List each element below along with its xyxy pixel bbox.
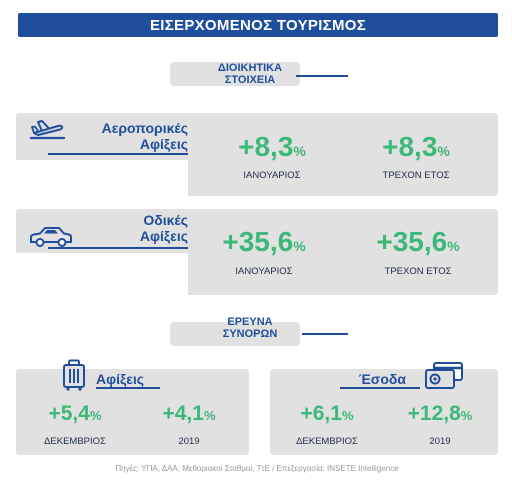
arrivals-stat-2-label: 2019 bbox=[178, 436, 200, 447]
admin-section-label: ΔΙΟΙΚΗΤΙΚΑ ΣΤΟΙΧΕΙΑ bbox=[210, 62, 290, 86]
air-arrivals-title: Αεροπορικές Αφίξεις bbox=[60, 120, 188, 152]
road-stat-1-label: ΙΑΝΟΥΑΡΙΟΣ bbox=[235, 266, 293, 277]
credit-card-icon bbox=[424, 361, 466, 396]
income-stat-2-unit: % bbox=[460, 408, 473, 423]
source-footer: Πηγές: ΥΠΑ, ΔΑΑ, Μεθοριακοί Σταθμοί, ΤτΕ… bbox=[115, 464, 399, 473]
income-stat-2-label: 2019 bbox=[429, 436, 451, 447]
road-header-underline bbox=[48, 247, 188, 249]
arrivals-stat-2-unit: % bbox=[203, 408, 216, 423]
road-title-line2: Αφίξεις bbox=[139, 228, 188, 244]
survey-section-tab bbox=[170, 322, 300, 346]
air-header-underline bbox=[48, 153, 188, 155]
admin-section-underline bbox=[296, 75, 348, 77]
arrivals-stat-1-unit: % bbox=[89, 408, 102, 423]
card-notch bbox=[16, 253, 188, 299]
air-stat-2-label: ΤΡΕΧΟΝ ΕΤΟΣ bbox=[382, 170, 450, 181]
car-icon bbox=[28, 224, 74, 253]
survey-arrivals-title: Αφίξεις bbox=[96, 371, 145, 387]
survey-arrivals-underline bbox=[96, 387, 160, 389]
road-stat-1-value: +35,6% bbox=[202, 226, 326, 258]
page-title: ΕΙΣΕΡΧΟΜΕΝΟΣ ΤΟΥΡΙΣΜΟΣ bbox=[18, 13, 498, 37]
road-stat-2-number: +35,6 bbox=[376, 226, 448, 257]
road-stat-1-number: +35,6 bbox=[222, 226, 294, 257]
air-stat-1-label: ΙΑΝΟΥΑΡΙΟΣ bbox=[243, 170, 301, 181]
survey-income-underline bbox=[340, 387, 420, 389]
air-title-line2: Αφίξεις bbox=[139, 136, 188, 152]
air-stat-2-number: +8,3 bbox=[382, 131, 438, 162]
road-stat-1-unit: % bbox=[293, 238, 306, 254]
survey-label-line1: ΕΡΕΥΝΑ bbox=[227, 316, 273, 328]
road-stat-2-value: +35,6% bbox=[356, 226, 480, 258]
income-stat-1-label: ΔΕΚΕΜΒΡΙΟΣ bbox=[296, 436, 358, 447]
arrivals-stat-1-label: ΔΕΚΕΜΒΡΙΟΣ bbox=[44, 436, 106, 447]
survey-arrivals-card bbox=[16, 369, 249, 455]
airplane-icon bbox=[28, 116, 68, 149]
income-stat-1-unit: % bbox=[341, 408, 354, 423]
income-stat-2-number: +12,8 bbox=[407, 402, 461, 425]
road-stat-2-label: ΤΡΕΧΟΝ ΕΤΟΣ bbox=[384, 266, 452, 277]
survey-income-title: Έσοδα bbox=[358, 371, 406, 387]
air-stat-1-number: +8,3 bbox=[238, 131, 294, 162]
suitcase-icon bbox=[62, 359, 86, 396]
survey-income-card bbox=[270, 369, 498, 455]
admin-section-tab bbox=[170, 62, 300, 86]
road-title-line1: Οδικές bbox=[143, 212, 188, 228]
arrivals-stat-2-number: +4,1 bbox=[162, 402, 204, 425]
survey-section-underline bbox=[302, 333, 348, 335]
income-stat-2-value: +12,8% bbox=[388, 402, 492, 426]
arrivals-stat-1-number: +5,4 bbox=[48, 402, 90, 425]
income-stat-1-number: +6,1 bbox=[300, 402, 342, 425]
arrivals-stat-1-value: +5,4% bbox=[26, 402, 124, 426]
air-stat-1-unit: % bbox=[293, 143, 306, 159]
card-notch bbox=[16, 160, 188, 200]
road-stat-2-unit: % bbox=[447, 238, 460, 254]
air-title-line1: Αεροπορικές bbox=[101, 120, 188, 136]
air-stat-2-value: +8,3% bbox=[366, 131, 466, 163]
air-stat-2-unit: % bbox=[437, 143, 450, 159]
survey-label-line2: ΣΥΝΟΡΩΝ bbox=[222, 328, 278, 340]
survey-section-label: ΕΡΕΥΝΑ ΣΥΝΟΡΩΝ bbox=[210, 316, 290, 340]
air-stat-1-value: +8,3% bbox=[222, 131, 322, 163]
income-stat-1-value: +6,1% bbox=[278, 402, 376, 426]
arrivals-stat-2-value: +4,1% bbox=[140, 402, 238, 426]
admin-label-line1: ΔΙΟΙΚΗΤΙΚΑ bbox=[217, 62, 283, 74]
road-arrivals-title: Οδικές Αφίξεις bbox=[60, 212, 188, 244]
admin-label-line2: ΣΤΟΙΧΕΙΑ bbox=[224, 74, 276, 86]
